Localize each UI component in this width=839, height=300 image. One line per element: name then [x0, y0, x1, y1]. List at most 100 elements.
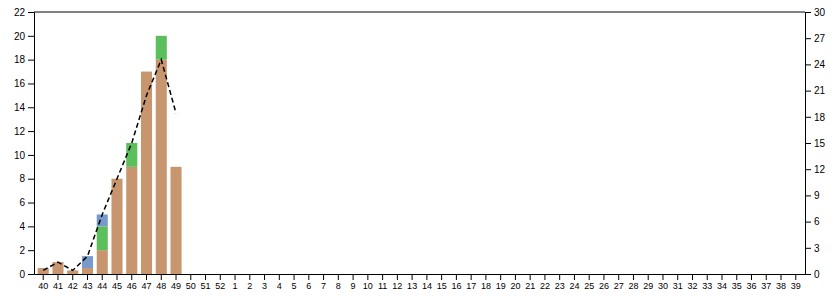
- bar: [466, 274, 477, 275]
- tick-mark: [805, 143, 811, 144]
- bar: [746, 274, 757, 275]
- tick-mark: [205, 274, 206, 280]
- tick-mark: [544, 274, 545, 280]
- bar: [126, 167, 137, 274]
- bar: [333, 274, 344, 275]
- bar: [303, 274, 314, 275]
- tick: 12: [14, 126, 34, 137]
- axis-line: [28, 13, 35, 275]
- tick: 22: [14, 7, 34, 18]
- tick: 15: [805, 138, 826, 149]
- tick-label: 20: [14, 31, 26, 42]
- bar: [731, 274, 742, 275]
- tick-label: 10: [14, 150, 26, 161]
- tick-label: 15: [437, 281, 447, 291]
- bar: [525, 274, 536, 275]
- bar: [111, 179, 122, 274]
- tick-mark: [28, 83, 34, 84]
- tick-label: 0: [19, 269, 25, 280]
- bar: [554, 274, 565, 275]
- bar: [746, 274, 757, 275]
- tick-label: 9: [814, 190, 820, 201]
- tick-label: 44: [97, 281, 107, 291]
- tick-mark: [249, 274, 250, 280]
- bar: [170, 166, 181, 167]
- tick-label: 4: [19, 221, 25, 232]
- bar: [480, 274, 491, 275]
- tick-label: 7: [321, 281, 326, 291]
- tick: 9: [351, 274, 356, 291]
- tick-mark: [131, 274, 132, 280]
- tick-label: 42: [68, 281, 78, 291]
- tick-mark: [751, 274, 752, 280]
- tick: 30: [658, 274, 668, 291]
- bar: [775, 274, 786, 275]
- bar: [170, 167, 181, 274]
- bar: [200, 274, 211, 275]
- bar: [761, 274, 772, 275]
- bar: [643, 274, 654, 275]
- tick: 52: [215, 274, 225, 291]
- bar: [495, 274, 506, 275]
- bar: [333, 274, 344, 275]
- tick-mark: [574, 274, 575, 280]
- bar: [613, 274, 624, 275]
- bar: [156, 60, 167, 274]
- tick: 27: [805, 33, 826, 44]
- tick-label: 4: [277, 281, 282, 291]
- tick: 39: [791, 274, 801, 291]
- bar: [377, 274, 388, 275]
- bar: [554, 274, 565, 275]
- bar: [790, 274, 801, 275]
- bar: [230, 274, 241, 275]
- tick: 44: [97, 274, 107, 291]
- tick-mark: [766, 274, 767, 280]
- tick-mark: [161, 274, 162, 280]
- bar: [230, 274, 241, 275]
- tick: 42: [68, 274, 78, 291]
- tick-label: 22: [14, 7, 26, 18]
- tick-mark: [426, 274, 427, 280]
- bar: [716, 274, 727, 275]
- bar: [170, 166, 181, 167]
- x-axis: 4041424344454647484950515212345678910111…: [35, 274, 806, 291]
- bar-series: [97, 36, 167, 250]
- tick-label: 17: [466, 281, 476, 291]
- bar: [761, 274, 772, 275]
- bar: [185, 274, 196, 275]
- tick-mark: [805, 91, 811, 92]
- tick-label: 14: [14, 102, 26, 113]
- tick-mark: [805, 64, 811, 65]
- tick-label: 46: [127, 281, 137, 291]
- tick-mark: [707, 274, 708, 280]
- bar: [687, 274, 698, 275]
- bar: [200, 274, 211, 275]
- tick: 0: [19, 269, 34, 280]
- tick: 14: [14, 102, 34, 113]
- tick-mark: [648, 274, 649, 280]
- bar: [716, 274, 727, 275]
- bar: [790, 274, 801, 275]
- bar: [554, 274, 565, 275]
- tick-mark: [146, 274, 147, 280]
- tick: 13: [407, 274, 417, 291]
- tick-mark: [441, 274, 442, 280]
- tick-label: 41: [53, 281, 63, 291]
- tick-mark: [338, 274, 339, 280]
- bar: [392, 274, 403, 275]
- tick-mark: [323, 274, 324, 280]
- tick: 49: [171, 274, 181, 291]
- tick: 45: [112, 274, 122, 291]
- bar: [643, 274, 654, 275]
- bar: [598, 274, 609, 275]
- tick: 14: [422, 274, 432, 291]
- bar: [569, 274, 580, 275]
- bar: [466, 274, 477, 275]
- tick-mark: [589, 274, 590, 280]
- bar: [421, 274, 432, 275]
- tick: 38: [776, 274, 786, 291]
- bar: [215, 274, 226, 275]
- tick-mark: [721, 274, 722, 280]
- tick: 12: [805, 164, 826, 175]
- tick-mark: [805, 248, 811, 249]
